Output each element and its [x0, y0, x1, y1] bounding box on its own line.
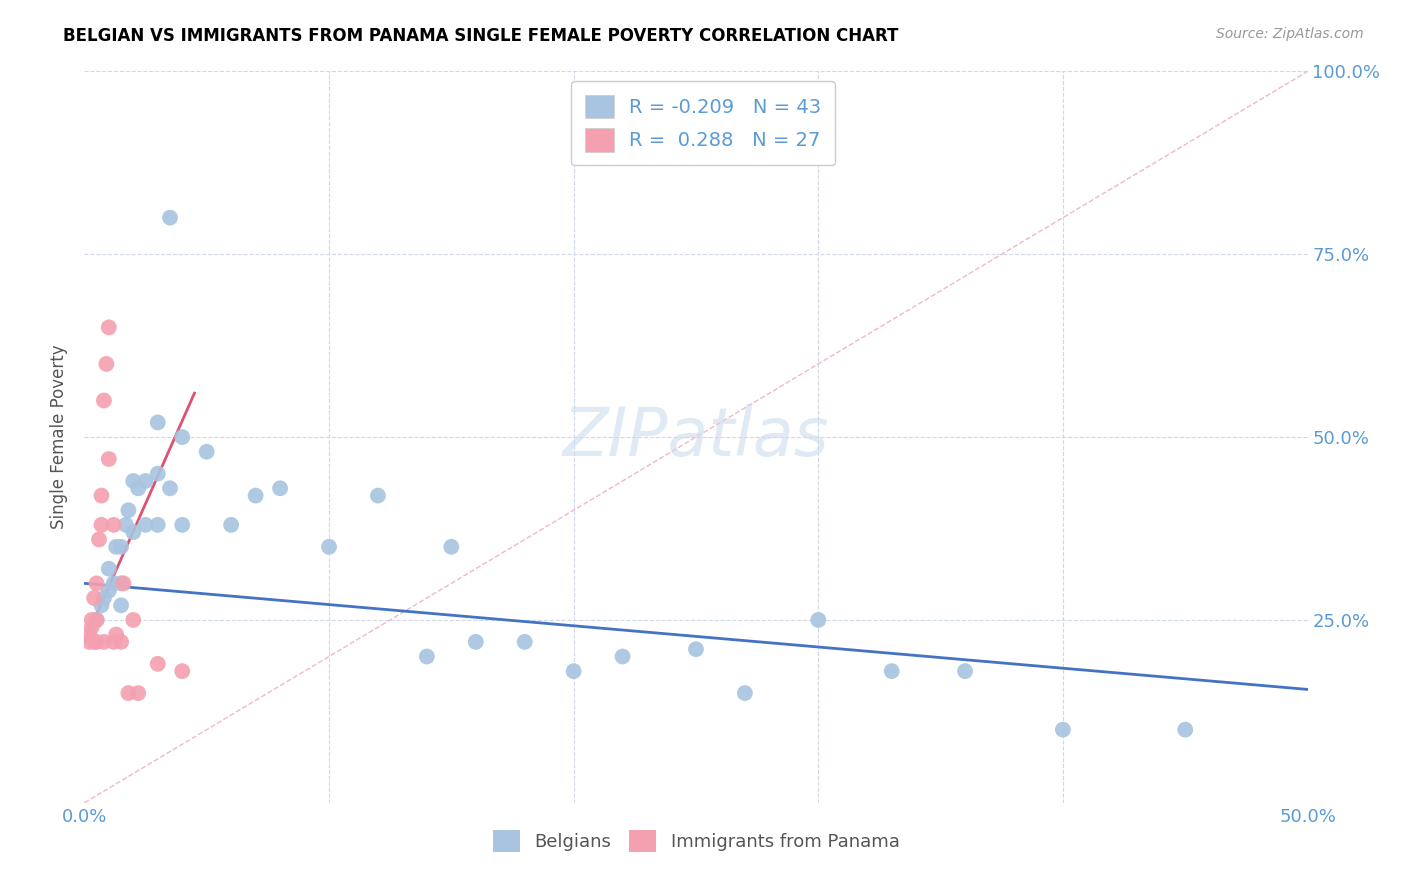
Point — [103, 576, 125, 591]
Point — [245, 489, 267, 503]
Point — [807, 613, 830, 627]
Point — [83, 635, 105, 649]
Point — [127, 686, 149, 700]
Point — [117, 503, 139, 517]
Point — [93, 635, 115, 649]
Y-axis label: Single Female Poverty: Single Female Poverty — [51, 345, 69, 529]
Point — [90, 517, 112, 532]
Point — [93, 591, 115, 605]
Point — [146, 467, 169, 481]
Point — [172, 517, 194, 532]
Point — [146, 657, 169, 671]
Point — [80, 620, 103, 634]
Point — [734, 686, 756, 700]
Point — [86, 576, 108, 591]
Point — [93, 393, 115, 408]
Point — [122, 474, 145, 488]
Point — [115, 517, 138, 532]
Point — [159, 211, 181, 225]
Point — [195, 444, 218, 458]
Point — [110, 599, 132, 613]
Point — [110, 576, 132, 591]
Point — [86, 613, 108, 627]
Point — [112, 576, 135, 591]
Point — [90, 489, 112, 503]
Point — [96, 357, 118, 371]
Point — [135, 517, 157, 532]
Point — [159, 481, 181, 495]
Point — [86, 635, 108, 649]
Point — [146, 416, 169, 430]
Point — [880, 664, 903, 678]
Point — [97, 562, 120, 576]
Point — [97, 452, 120, 467]
Point — [110, 635, 132, 649]
Point — [97, 583, 120, 598]
Point — [685, 642, 707, 657]
Point — [122, 613, 145, 627]
Point — [117, 686, 139, 700]
Point — [87, 533, 110, 547]
Point — [103, 517, 125, 532]
Point — [318, 540, 340, 554]
Point — [127, 481, 149, 495]
Point — [122, 525, 145, 540]
Point — [146, 517, 169, 532]
Point — [86, 613, 108, 627]
Point — [953, 664, 976, 678]
Point — [219, 517, 242, 532]
Point — [135, 474, 157, 488]
Point — [103, 635, 125, 649]
Point — [440, 540, 463, 554]
Point — [513, 635, 536, 649]
Point — [172, 664, 194, 678]
Point — [464, 635, 486, 649]
Point — [77, 627, 100, 641]
Legend: Belgians, Immigrants from Panama: Belgians, Immigrants from Panama — [485, 823, 907, 860]
Point — [1052, 723, 1074, 737]
Point — [269, 481, 291, 495]
Point — [90, 599, 112, 613]
Point — [105, 540, 128, 554]
Point — [83, 591, 105, 605]
Point — [110, 540, 132, 554]
Text: BELGIAN VS IMMIGRANTS FROM PANAMA SINGLE FEMALE POVERTY CORRELATION CHART: BELGIAN VS IMMIGRANTS FROM PANAMA SINGLE… — [63, 27, 898, 45]
Text: Source: ZipAtlas.com: Source: ZipAtlas.com — [1216, 27, 1364, 41]
Point — [172, 430, 194, 444]
Point — [612, 649, 634, 664]
Point — [105, 627, 128, 641]
Point — [367, 489, 389, 503]
Point — [562, 664, 585, 678]
Point — [77, 635, 100, 649]
Point — [80, 613, 103, 627]
Text: ZIPatlas: ZIPatlas — [562, 404, 830, 470]
Point — [97, 320, 120, 334]
Point — [1174, 723, 1197, 737]
Point — [416, 649, 439, 664]
